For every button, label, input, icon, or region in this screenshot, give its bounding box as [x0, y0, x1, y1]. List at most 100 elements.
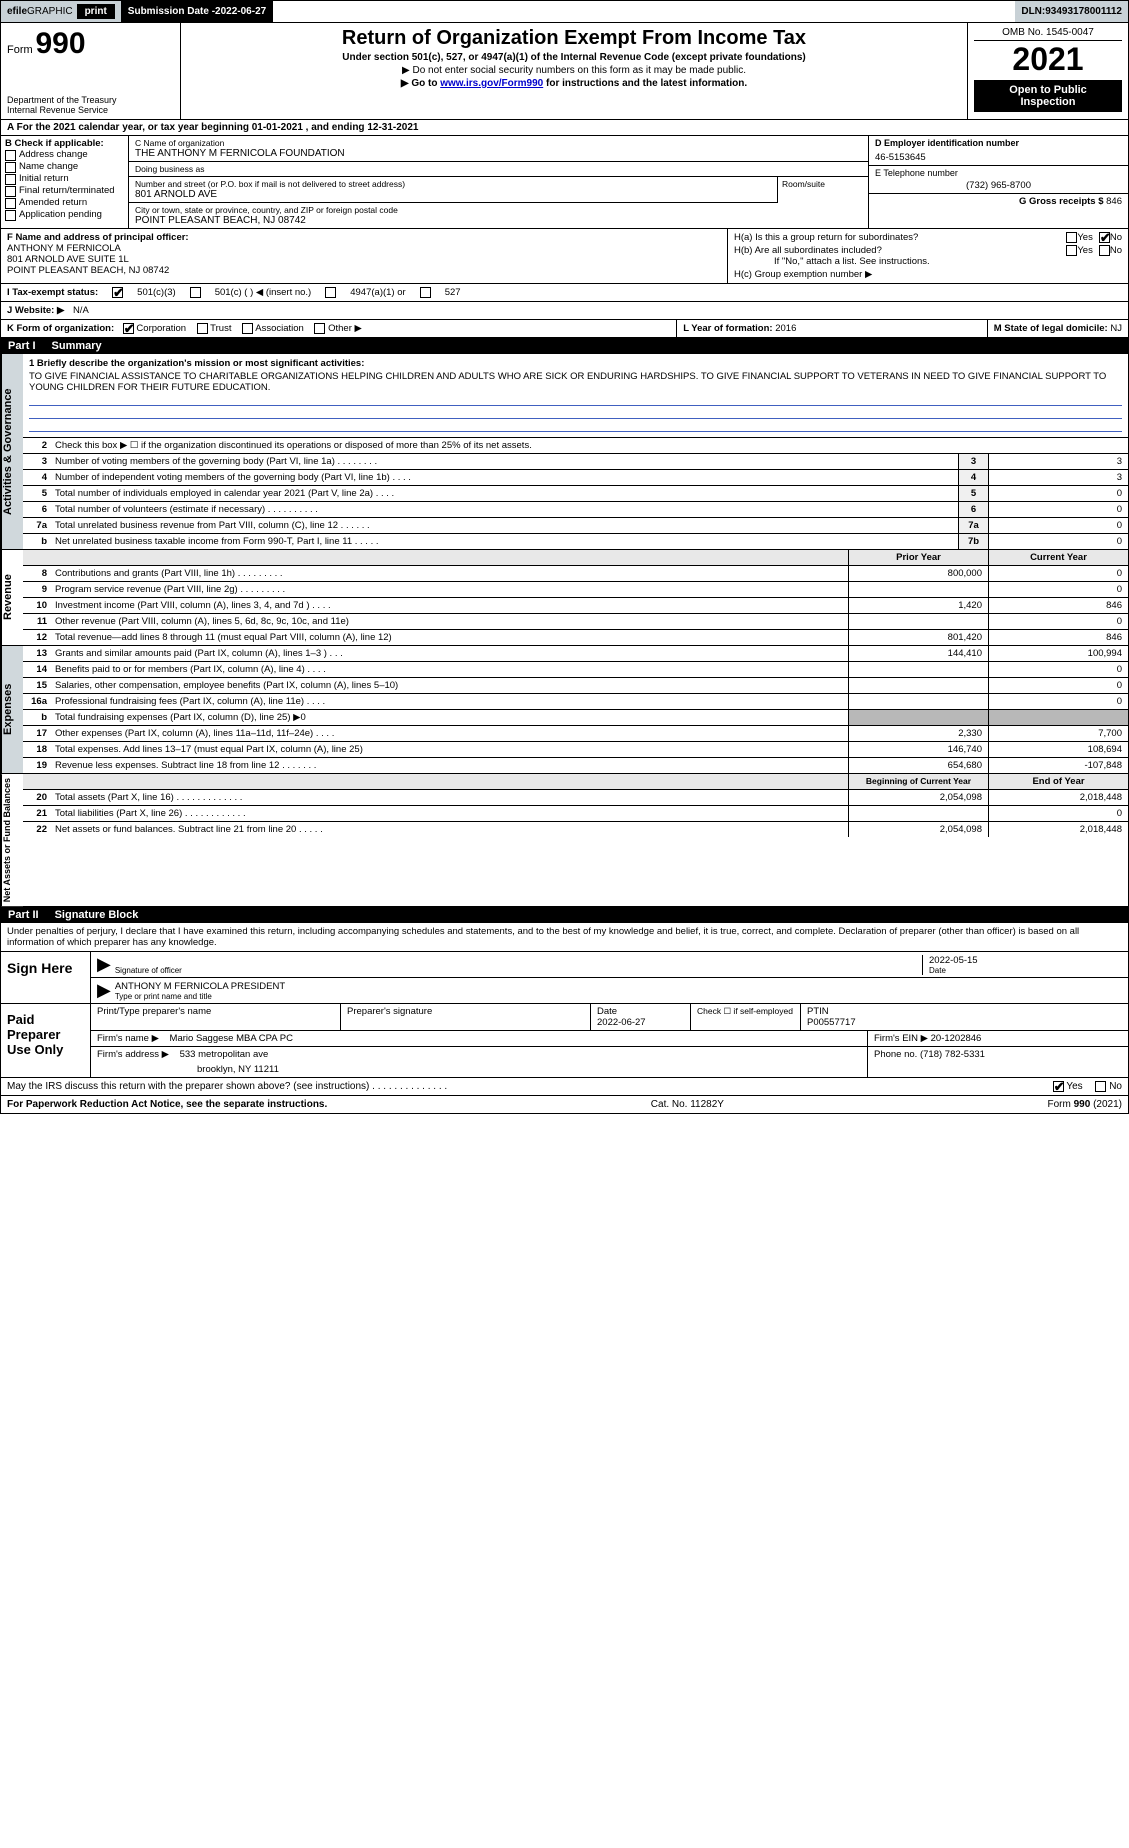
gross-cell: G Gross receipts $ 846 — [869, 194, 1128, 209]
checkbox-icon[interactable] — [123, 323, 134, 334]
row-18: 18Total expenses. Add lines 13–17 (must … — [23, 742, 1128, 758]
firm-phone-cell: Phone no. (718) 782-5331 — [868, 1047, 1128, 1077]
section-b-to-g: B Check if applicable: Address change Na… — [0, 136, 1129, 229]
efile-badge: efile GRAPHIC print — [1, 1, 122, 22]
row-16b: bTotal fundraising expenses (Part IX, co… — [23, 710, 1128, 726]
current-value: 108,694 — [988, 742, 1128, 757]
tel-cell: E Telephone number (732) 965-8700 — [869, 166, 1128, 194]
line-ref: 5 — [958, 486, 988, 501]
firm-name-label: Firm's name ▶ — [97, 1033, 159, 1044]
officer-name: ANTHONY M FERNICOLA — [7, 243, 721, 254]
line-desc: Professional fundraising fees (Part IX, … — [51, 694, 848, 709]
current-value: 0 — [988, 582, 1128, 597]
phone-label: Phone no. — [874, 1049, 920, 1060]
row-16a: 16aProfessional fundraising fees (Part I… — [23, 694, 1128, 710]
city-value: POINT PLEASANT BEACH, NJ 08742 — [135, 215, 862, 226]
summary-section: Activities & Governance 1 Briefly descri… — [0, 354, 1129, 907]
header-left: Form 990 Department of the Treasury Inte… — [1, 23, 181, 119]
cb-label: Amended return — [19, 198, 87, 208]
section-m: M State of legal domicile: NJ — [988, 320, 1128, 337]
prior-value-grey — [848, 710, 988, 725]
line-num: 14 — [23, 662, 51, 677]
checkbox-icon[interactable] — [5, 210, 16, 221]
k-trust: Trust — [210, 323, 231, 334]
instructions-link[interactable]: www.irs.gov/Form990 — [440, 78, 543, 89]
checkbox-icon[interactable] — [1066, 232, 1077, 243]
street-cell: Number and street (or P.O. box if mail i… — [129, 177, 778, 203]
part-1-title: Summary — [52, 340, 102, 352]
checkbox-icon[interactable] — [420, 287, 431, 298]
preparer-sig-label: Preparer's signature — [341, 1004, 591, 1030]
line-value: 0 — [988, 534, 1128, 549]
firm-addr1: 533 metropolitan ave — [180, 1049, 269, 1060]
prior-value: 801,420 — [848, 630, 988, 645]
section-f-h-row: F Name and address of principal officer:… — [1, 229, 1128, 283]
row-10: 10Investment income (Part VIII, column (… — [23, 598, 1128, 614]
footer-right-bold: 990 — [1074, 1099, 1091, 1110]
preparer-date: 2022-06-27 — [597, 1017, 684, 1028]
checkbox-icon[interactable] — [314, 323, 325, 334]
opt-527: 527 — [445, 287, 461, 298]
dln-value: 93493178001112 — [1045, 6, 1122, 17]
line-desc: Contributions and grants (Part VIII, lin… — [51, 566, 848, 581]
line-desc: Salaries, other compensation, employee b… — [51, 678, 848, 693]
current-value: 0 — [988, 678, 1128, 693]
line-num: 20 — [23, 790, 51, 805]
h-b-label: H(b) Are all subordinates included? — [734, 245, 1066, 256]
signature-intro: Under penalties of perjury, I declare th… — [1, 923, 1128, 951]
checkbox-icon[interactable] — [1099, 232, 1110, 243]
checkbox-icon[interactable] — [242, 323, 253, 334]
current-value: 0 — [988, 566, 1128, 581]
opt-501c3: 501(c)(3) — [137, 287, 176, 298]
checkbox-icon[interactable] — [1053, 1081, 1064, 1092]
checkbox-icon[interactable] — [197, 323, 208, 334]
row-17: 17Other expenses (Part IX, column (A), l… — [23, 726, 1128, 742]
row-22: 22Net assets or fund balances. Subtract … — [23, 822, 1128, 837]
current-value: 846 — [988, 598, 1128, 613]
checkbox-icon[interactable] — [325, 287, 336, 298]
ptin-cell: PTIN P00557717 — [801, 1004, 862, 1030]
print-button[interactable]: print — [77, 4, 115, 19]
form-subtitle-3: ▶ Go to www.irs.gov/Form990 for instruct… — [187, 78, 961, 89]
line-num: 2 — [23, 438, 51, 453]
line-desc: Total fundraising expenses (Part IX, col… — [51, 710, 848, 725]
checkbox-icon[interactable] — [5, 150, 16, 161]
line-num: 8 — [23, 566, 51, 581]
line-desc: Total assets (Part X, line 16) . . . . .… — [51, 790, 848, 805]
row-15: 15Salaries, other compensation, employee… — [23, 678, 1128, 694]
checkbox-icon[interactable] — [5, 198, 16, 209]
footer-right: Form 990 (2021) — [1048, 1099, 1122, 1110]
officer-addr1: 801 ARNOLD AVE SUITE 1L — [7, 254, 721, 265]
checkbox-icon[interactable] — [5, 186, 16, 197]
submission-label: Submission Date - — [128, 6, 215, 17]
paid-preparer-label: Paid Preparer Use Only — [1, 1004, 91, 1077]
submission-date-cell: Submission Date - 2022-06-27 — [122, 1, 273, 22]
website-value: N/A — [73, 305, 89, 316]
org-name-label: C Name of organization — [135, 138, 862, 148]
h-b-row: H(b) Are all subordinates included? Yes … — [734, 245, 1122, 256]
checkbox-icon[interactable] — [5, 174, 16, 185]
room-suite-cell: Room/suite — [778, 177, 868, 203]
checkbox-icon[interactable] — [1095, 1081, 1106, 1092]
tax-year: 2021 — [974, 41, 1122, 78]
checkbox-icon[interactable] — [1066, 245, 1077, 256]
h-c-row: H(c) Group exemption number ▶ — [734, 269, 1122, 280]
line-num: 9 — [23, 582, 51, 597]
gross-value: 846 — [1106, 196, 1122, 207]
line-num: 22 — [23, 822, 51, 837]
cb-initial-return: Initial return — [5, 174, 124, 185]
checkbox-icon[interactable] — [190, 287, 201, 298]
checkbox-icon[interactable] — [5, 162, 16, 173]
section-f-label: F Name and address of principal officer: — [7, 232, 721, 243]
line-value: 3 — [988, 454, 1128, 469]
officer-name-title: ANTHONY M FERNICOLA PRESIDENT — [115, 981, 1122, 992]
checkbox-icon[interactable] — [112, 287, 123, 298]
line-value: 0 — [988, 518, 1128, 533]
signature-line: ▶ Signature of officer 2022-05-15 Date — [91, 952, 1128, 978]
line-ref: 4 — [958, 470, 988, 485]
section-b: B Check if applicable: Address change Na… — [1, 136, 129, 228]
checkbox-icon[interactable] — [1099, 245, 1110, 256]
mission-text: TO GIVE FINANCIAL ASSISTANCE TO CHARITAB… — [29, 371, 1122, 393]
section-j-label: J Website: ▶ — [7, 305, 64, 316]
name-title-hint: Type or print name and title — [115, 992, 1122, 1001]
